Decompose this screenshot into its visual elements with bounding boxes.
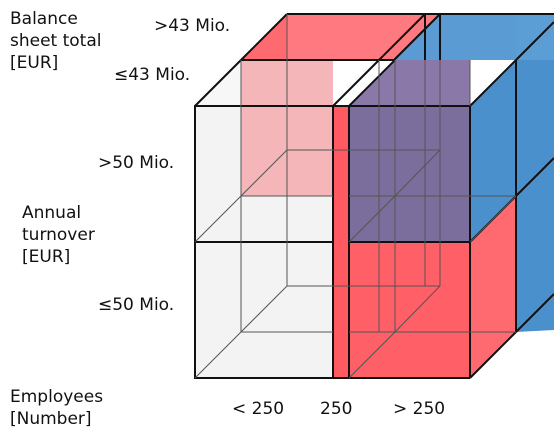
balance-sheet-line-2: sheet total (10, 31, 102, 51)
cube-inner-edges (194, 14, 517, 379)
balance-sheet-line-1: Balance (10, 9, 78, 29)
blue-block-top (394, 14, 554, 60)
employees-mid-label: 250 (320, 399, 353, 419)
red-block-front-lower (349, 242, 470, 378)
employees-axis-label: Employees [Number] (10, 386, 103, 430)
balance-sheet-low-label: ≤43 Mio. (114, 65, 191, 85)
red-block-back (287, 14, 440, 60)
balance-sheet-high-label: >43 Mio. (154, 16, 231, 36)
blue-block-top-strip (440, 14, 554, 60)
purple-overlap-top (349, 60, 470, 106)
employees-low-label: < 250 (232, 399, 285, 419)
turnover-line-3: [EUR] (22, 247, 71, 267)
purple-overlap (349, 106, 470, 242)
employees-high-label: > 250 (393, 399, 446, 419)
balance-sheet-line-3: [EUR] (10, 53, 59, 73)
turnover-high-label: >50 Mio. (98, 153, 175, 173)
employees-line-2: [Number] (10, 409, 92, 429)
turnover-line-2: turnover (22, 225, 95, 245)
balance-sheet-total-axis-label: Balance sheet total [EUR] (10, 8, 102, 74)
turnover-line-1: Annual (22, 203, 82, 223)
red-block-slab (333, 106, 349, 378)
turnover-low-label: ≤50 Mio. (98, 295, 175, 315)
employees-line-1: Employees (10, 387, 104, 407)
annual-turnover-axis-label: Annual turnover [EUR] (22, 202, 95, 268)
